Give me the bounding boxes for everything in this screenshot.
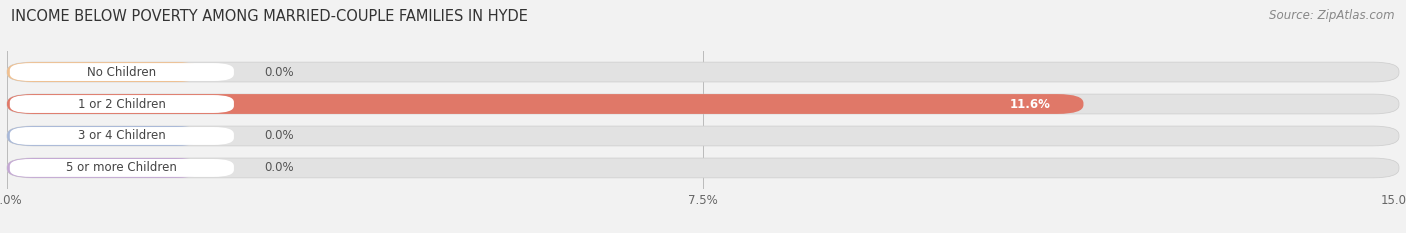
FancyBboxPatch shape (10, 63, 233, 81)
Text: 0.0%: 0.0% (264, 130, 294, 143)
Text: Source: ZipAtlas.com: Source: ZipAtlas.com (1270, 9, 1395, 22)
Text: INCOME BELOW POVERTY AMONG MARRIED-COUPLE FAMILIES IN HYDE: INCOME BELOW POVERTY AMONG MARRIED-COUPL… (11, 9, 529, 24)
FancyBboxPatch shape (7, 126, 1399, 146)
FancyBboxPatch shape (10, 95, 233, 113)
FancyBboxPatch shape (7, 158, 1399, 178)
Text: 3 or 4 Children: 3 or 4 Children (77, 130, 166, 143)
FancyBboxPatch shape (10, 127, 233, 145)
FancyBboxPatch shape (7, 158, 202, 178)
Text: 5 or more Children: 5 or more Children (66, 161, 177, 175)
FancyBboxPatch shape (7, 94, 1399, 114)
Text: 1 or 2 Children: 1 or 2 Children (77, 97, 166, 110)
FancyBboxPatch shape (7, 62, 1399, 82)
Text: 0.0%: 0.0% (264, 65, 294, 79)
FancyBboxPatch shape (7, 126, 202, 146)
FancyBboxPatch shape (7, 94, 1084, 114)
FancyBboxPatch shape (10, 159, 233, 177)
Text: 0.0%: 0.0% (264, 161, 294, 175)
Text: 11.6%: 11.6% (1010, 97, 1052, 110)
Text: No Children: No Children (87, 65, 156, 79)
FancyBboxPatch shape (7, 62, 202, 82)
